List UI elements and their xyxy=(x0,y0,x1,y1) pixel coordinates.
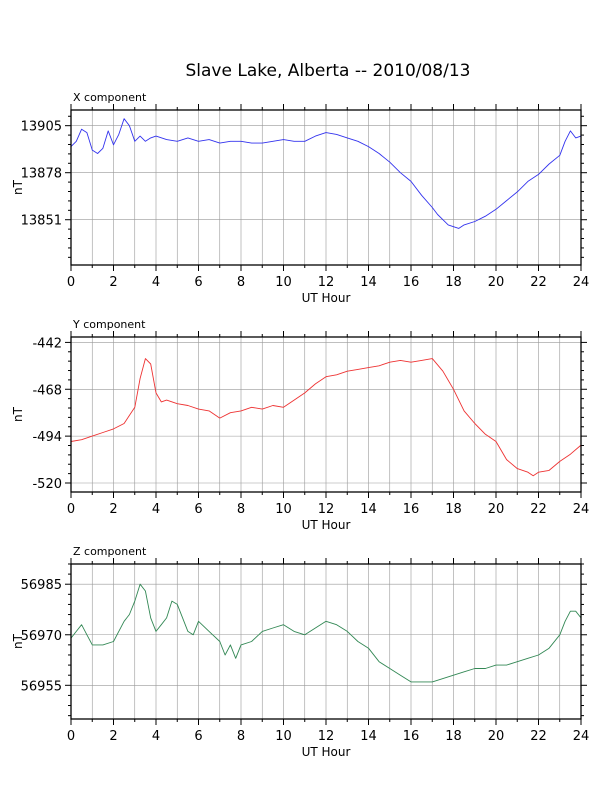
x-tick-label: 4 xyxy=(152,502,160,517)
x-tick-label: 24 xyxy=(573,729,590,744)
x-axis-label: UT Hour xyxy=(302,291,351,305)
figure-title: Slave Lake, Alberta -- 2010/08/13 xyxy=(186,61,471,81)
panel-label: Y component xyxy=(72,318,146,331)
x-tick-label: 4 xyxy=(152,729,160,744)
panel-label: Z component xyxy=(73,545,147,558)
x-tick-label: 22 xyxy=(530,502,547,517)
x-tick-label: 0 xyxy=(67,729,75,744)
x-tick-label: 12 xyxy=(318,275,335,290)
x-tick-label: 20 xyxy=(488,275,505,290)
series-line xyxy=(70,358,582,477)
x-tick-label: 2 xyxy=(109,502,117,517)
x-tick-label: 18 xyxy=(445,729,462,744)
x-tick-label: 0 xyxy=(67,502,75,517)
x-tick-label: 10 xyxy=(275,502,292,517)
y-axis-label: nT xyxy=(11,633,25,649)
y-tick-label: 56955 xyxy=(21,679,62,694)
x-tick-label: 16 xyxy=(403,275,420,290)
x-tick-label: 14 xyxy=(360,275,377,290)
series-line xyxy=(70,583,582,683)
y-tick-label: -468 xyxy=(32,383,62,398)
panel-label: X component xyxy=(73,91,147,104)
x-tick-label: 24 xyxy=(573,275,590,290)
x-tick-label: 10 xyxy=(275,729,292,744)
x-tick-label: 14 xyxy=(360,502,377,517)
x-tick-label: 20 xyxy=(488,502,505,517)
y-axis-label: nT xyxy=(11,406,25,422)
x-tick-label: 14 xyxy=(360,729,377,744)
y-tick-label: 13905 xyxy=(21,120,62,135)
x-tick-label: 8 xyxy=(237,502,245,517)
y-tick-label: 13851 xyxy=(21,214,62,229)
x-axis-label: UT Hour xyxy=(302,518,351,532)
x-tick-label: 8 xyxy=(237,729,245,744)
x-tick-label: 18 xyxy=(445,275,462,290)
y-tick-label: 13878 xyxy=(21,167,62,182)
x-tick-label: 6 xyxy=(194,275,202,290)
y-axis-label: nT xyxy=(11,179,25,195)
y-tick-label: 56985 xyxy=(21,578,62,593)
x-tick-label: 24 xyxy=(573,502,590,517)
x-tick-label: 18 xyxy=(445,502,462,517)
x-tick-label: 10 xyxy=(275,275,292,290)
y-tick-label: -494 xyxy=(32,430,62,445)
x-tick-label: 8 xyxy=(237,275,245,290)
x-tick-label: 0 xyxy=(67,275,75,290)
x-tick-label: 22 xyxy=(530,729,547,744)
x-tick-label: 4 xyxy=(152,275,160,290)
x-tick-label: 12 xyxy=(318,729,335,744)
x-tick-label: 22 xyxy=(530,275,547,290)
x-axis-label: UT Hour xyxy=(302,745,351,759)
x-tick-label: 6 xyxy=(194,729,202,744)
x-tick-label: 16 xyxy=(403,502,420,517)
y-tick-label: -442 xyxy=(32,336,62,351)
x-tick-label: 12 xyxy=(318,502,335,517)
y-tick-label: 56970 xyxy=(21,629,62,644)
y-tick-label: -520 xyxy=(32,477,62,492)
series-line xyxy=(70,118,582,229)
x-tick-label: 2 xyxy=(109,275,117,290)
x-tick-label: 16 xyxy=(403,729,420,744)
x-tick-label: 6 xyxy=(194,502,202,517)
x-tick-label: 2 xyxy=(109,729,117,744)
x-tick-label: 20 xyxy=(488,729,505,744)
